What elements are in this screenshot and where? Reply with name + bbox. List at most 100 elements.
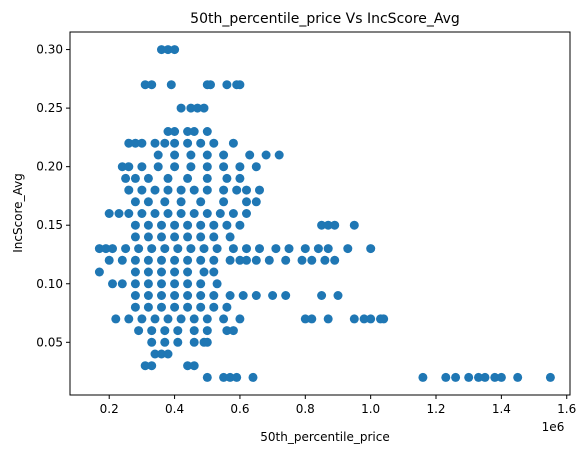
data-point [441, 372, 451, 382]
data-point [173, 337, 183, 347]
data-point [323, 244, 333, 254]
data-point [248, 372, 258, 382]
data-point [108, 279, 117, 289]
x-tick-label: 0.2 [100, 402, 119, 416]
data-point [140, 361, 150, 371]
data-point [209, 291, 219, 300]
data-point [157, 232, 166, 242]
points-layer [94, 45, 555, 382]
data-point [209, 232, 219, 242]
data-point [212, 244, 222, 254]
data-point [183, 291, 193, 300]
data-point [163, 314, 173, 324]
data-point [130, 232, 140, 242]
data-point [170, 232, 180, 242]
data-point [163, 209, 173, 218]
data-point [202, 372, 212, 382]
data-point [170, 127, 180, 136]
data-point [160, 326, 170, 336]
data-point [157, 267, 166, 277]
data-point [480, 372, 490, 382]
data-point [206, 80, 215, 90]
data-point [108, 244, 117, 254]
data-point [170, 279, 180, 289]
data-point [186, 244, 196, 254]
data-point [189, 185, 199, 195]
data-point [163, 173, 173, 183]
data-point [170, 291, 180, 300]
data-point [451, 372, 461, 382]
x-tick-label: 1.4 [492, 402, 511, 416]
data-point [189, 337, 199, 347]
data-point [496, 372, 506, 382]
data-point [330, 255, 340, 265]
data-point [166, 80, 176, 90]
data-point [219, 150, 229, 160]
data-point [183, 255, 193, 265]
x-tick-label: 0.8 [296, 402, 315, 416]
data-point [235, 173, 245, 183]
y-tick-label: 0.05 [36, 335, 63, 349]
data-point [228, 209, 238, 218]
data-point [183, 232, 193, 242]
data-point [176, 209, 186, 218]
data-point [196, 197, 206, 207]
data-point [219, 197, 229, 207]
data-point [232, 372, 242, 382]
data-point [140, 80, 150, 90]
x-tick-label: 1.6 [557, 402, 576, 416]
x-tick-label: 0.4 [165, 402, 184, 416]
data-point [134, 326, 144, 336]
data-point [147, 326, 157, 336]
data-point [474, 372, 483, 382]
data-point [117, 162, 127, 172]
data-point [202, 162, 212, 172]
data-point [199, 267, 209, 277]
data-point [513, 372, 523, 382]
data-point [157, 279, 166, 289]
data-point [173, 326, 183, 336]
x-tick-label: 1.0 [361, 402, 380, 416]
data-point [160, 197, 170, 207]
data-point [186, 103, 196, 113]
data-point [300, 244, 310, 254]
data-point [219, 314, 229, 324]
data-point [222, 80, 232, 90]
data-point [150, 349, 160, 359]
data-point [215, 209, 225, 218]
data-point [143, 267, 153, 277]
data-point [163, 349, 173, 359]
data-point [143, 220, 153, 230]
data-point [170, 150, 180, 160]
chart-title: 50th_percentile_price Vs IncScore_Avg [190, 11, 460, 27]
data-point [183, 279, 193, 289]
data-point [359, 314, 369, 324]
data-point [101, 244, 111, 254]
data-point [143, 302, 153, 312]
data-point [170, 138, 180, 148]
data-point [379, 314, 389, 324]
data-point [225, 232, 235, 242]
data-point [202, 173, 212, 183]
data-point [225, 291, 235, 300]
data-point [183, 220, 193, 230]
data-point [170, 162, 180, 172]
data-point [202, 185, 212, 195]
data-point [219, 185, 229, 195]
data-point [153, 150, 163, 160]
data-point [196, 220, 206, 230]
data-point [228, 244, 238, 254]
data-point [317, 220, 327, 230]
data-point [189, 127, 199, 136]
data-point [147, 244, 157, 254]
data-point [235, 255, 245, 265]
data-point [94, 267, 104, 277]
data-point [117, 279, 127, 289]
data-point [199, 244, 209, 254]
x-tick-label: 0.6 [230, 402, 249, 416]
data-point [176, 103, 186, 113]
data-point [117, 255, 127, 265]
data-point [121, 173, 131, 183]
data-point [490, 372, 500, 382]
data-point [225, 372, 235, 382]
